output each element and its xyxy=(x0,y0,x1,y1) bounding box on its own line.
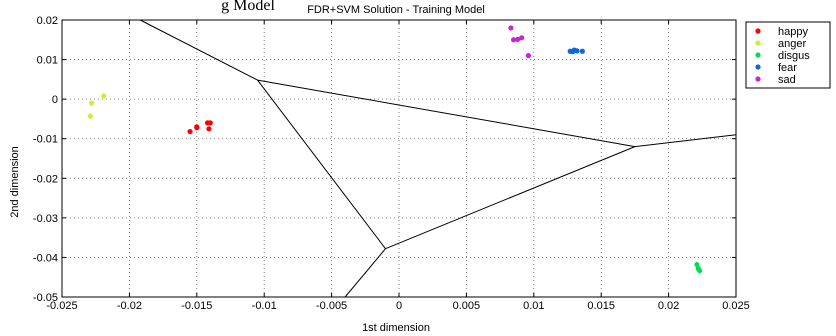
point-sad xyxy=(515,36,521,42)
legend-label-fear: fear xyxy=(778,62,797,74)
point-sad xyxy=(510,37,517,43)
boundary-4 xyxy=(385,146,636,250)
point-anger xyxy=(87,113,93,119)
boundary-2 xyxy=(257,79,386,250)
point-happy xyxy=(187,128,193,135)
plot-frame xyxy=(61,19,737,298)
point-disgus xyxy=(697,267,703,274)
legend-label-anger: anger xyxy=(778,38,806,50)
legend-label-disgus: disgus xyxy=(778,50,810,62)
y-tick-label: -0.05 xyxy=(33,292,58,304)
boundary-3 xyxy=(257,79,635,148)
legend-marker-disgus xyxy=(755,52,761,58)
legend-label-sad: sad xyxy=(778,74,796,86)
plot-area: -0.025 -0.02 -0.015 -0.01 -0.005 0 0.005 0.01 0.… xyxy=(33,15,750,312)
point-sad xyxy=(525,53,532,59)
point-fear xyxy=(579,48,585,54)
x-tick-label: 0.025 xyxy=(722,300,750,312)
x-tick-label: -0.005 xyxy=(316,300,347,312)
point-happy xyxy=(206,126,212,132)
point-sad xyxy=(508,25,514,31)
x-tick-label: 0.005 xyxy=(453,300,481,312)
legend-marker-anger xyxy=(755,40,761,46)
point-sad xyxy=(519,35,525,41)
x-tick-label: -0.01 xyxy=(252,300,277,312)
legend-marker-sad xyxy=(755,76,761,82)
x-axis-label: 1st dimension xyxy=(362,322,430,334)
x-tick-label: 0 xyxy=(396,300,402,312)
point-fear xyxy=(570,49,576,55)
y-tick-label: -0.02 xyxy=(33,173,58,185)
cut-off-heading: g Model xyxy=(221,0,275,14)
boundary-1 xyxy=(139,19,258,81)
boundary-5 xyxy=(344,248,386,298)
x-tick-label: 0.01 xyxy=(523,300,544,312)
boundary-6 xyxy=(634,134,737,148)
y-tick-label: -0.04 xyxy=(33,252,58,264)
legend-marker-happy xyxy=(755,28,761,34)
point-fear xyxy=(574,48,580,54)
legend-marker-fear xyxy=(755,64,761,70)
y-tick-label: -0.03 xyxy=(33,213,58,225)
x-tick-label: -0.025 xyxy=(46,300,77,312)
y-tick-label: 0 xyxy=(52,94,58,106)
y-tick-label: 0.01 xyxy=(37,55,58,67)
y-tick-label: 0.02 xyxy=(37,15,58,27)
y-tick-label: -0.01 xyxy=(33,134,58,146)
point-anger xyxy=(101,93,107,99)
chart-title: FDR+SVM Solution - Training Model xyxy=(307,4,485,16)
point-happy xyxy=(194,125,200,131)
y-axis-label: 2nd dimension xyxy=(9,146,21,218)
point-happy xyxy=(207,120,213,126)
point-anger xyxy=(89,100,95,106)
x-tick-label: 0.02 xyxy=(658,300,679,312)
x-tick-label: -0.02 xyxy=(117,300,142,312)
x-tick-label: 0.015 xyxy=(587,300,615,312)
legend-label-happy: happy xyxy=(778,26,808,38)
x-tick-label: -0.015 xyxy=(181,300,212,312)
point-disgus xyxy=(694,261,700,268)
